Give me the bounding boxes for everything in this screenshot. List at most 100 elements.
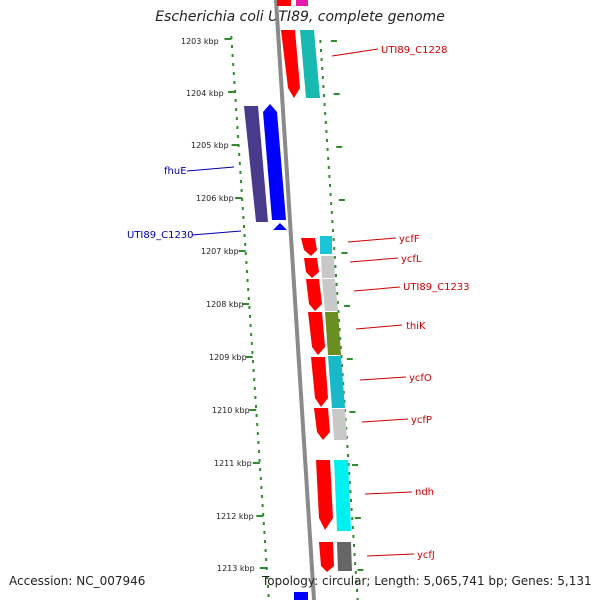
scale-dot (237, 135, 239, 138)
scale-dot (250, 342, 253, 345)
scale-dot (255, 405, 257, 408)
gene-block-ycfO[interactable] (328, 356, 345, 408)
outer-scale-dots (224, 36, 270, 597)
gene-bottom-partial[interactable] (294, 592, 308, 600)
scale-dot (254, 396, 257, 399)
gene-block-thiK[interactable] (325, 312, 341, 355)
major-tick (336, 146, 343, 148)
scale-dot (321, 76, 324, 79)
scale-dot (348, 481, 351, 484)
major-tick (231, 144, 239, 146)
scale-dot (353, 544, 355, 547)
gene-block-ycfJ[interactable] (337, 542, 352, 571)
scale-dot (348, 472, 351, 475)
gene-block-UTI89_C1233[interactable] (322, 279, 338, 311)
gene-label-UTI89_C1228[interactable]: UTI89_C1228 (381, 45, 448, 56)
major-tick (341, 252, 348, 254)
tick-label: 1204 kbp (186, 89, 224, 98)
gene-arrow-ycfP[interactable] (314, 408, 330, 440)
gene-arrow-thiK[interactable] (308, 312, 325, 355)
scale-dot (241, 198, 244, 201)
gene-label-UTI89_C1230[interactable]: UTI89_C1230 (127, 230, 194, 241)
gene-label-ycfF[interactable]: ycfF (399, 234, 420, 245)
gene-arrow-ndh[interactable] (316, 460, 333, 530)
major-tick (238, 250, 246, 252)
major-tick (344, 305, 351, 307)
major-tick (349, 411, 356, 413)
scale-dot (253, 378, 256, 381)
gene-block-cyan-top[interactable] (300, 30, 320, 98)
gene-top-partial[interactable] (277, 0, 308, 6)
gene-label-ycfL[interactable]: ycfL (401, 254, 422, 265)
accession-label: Accession: NC_007946 (9, 574, 146, 588)
gene-label-ndh[interactable]: ndh (415, 487, 434, 498)
map-title: Escherichia coli UTI89, complete genome (155, 9, 445, 25)
scale-dot (351, 517, 354, 520)
scale-dot (231, 54, 234, 57)
major-tick (242, 303, 250, 305)
scale-dot (257, 441, 260, 444)
scale-dot (355, 580, 358, 583)
tick-label: 1206 kbp (196, 194, 234, 203)
scale-dot (333, 256, 336, 259)
gene-arrow-ycfL[interactable] (304, 258, 319, 278)
scale-dot (235, 117, 238, 120)
gene-label-ycfP[interactable]: ycfP (411, 415, 432, 426)
scale-dot (336, 292, 339, 295)
major-tick (346, 358, 353, 360)
scale-dot (256, 423, 259, 426)
scale-dot (347, 454, 349, 457)
scale-dot (251, 351, 254, 354)
scale-dot (356, 598, 359, 600)
gene-label-UTI89_C1233[interactable]: UTI89_C1233 (403, 282, 470, 293)
topology-summary: Topology: circular; Length: 5,065,741 bp… (262, 574, 592, 588)
scale-dot (238, 162, 241, 165)
scale-dot (340, 355, 343, 358)
genome-backbone (274, 0, 316, 600)
gene-label-fhuE[interactable]: fhuE (164, 166, 187, 177)
gene-arrow-UTI89_C1230[interactable] (263, 104, 287, 230)
scale-dot (231, 45, 233, 48)
tick-label: 1207 kbp (201, 247, 239, 256)
scale-dot (335, 274, 337, 277)
scale-dot (233, 81, 236, 84)
gene-arrow-ycfF[interactable] (301, 238, 317, 256)
scale-dot (353, 553, 356, 556)
gene-block-ycfP[interactable] (332, 409, 347, 440)
gene-block-ndh[interactable] (334, 460, 351, 531)
scale-dot (258, 450, 260, 453)
scale-dot (247, 297, 250, 300)
scale-dot (332, 229, 334, 232)
scale-dot (337, 310, 340, 313)
gene-label-thiK[interactable]: thiK (406, 321, 426, 332)
scale-dot (238, 153, 241, 156)
gene-arrow-UTI89_C1233[interactable] (306, 279, 322, 311)
major-tick (245, 356, 253, 358)
major-tick (256, 515, 264, 517)
scale-dot (248, 306, 251, 309)
gene-arrow-ycfO[interactable] (311, 357, 328, 407)
major-tick (235, 197, 243, 199)
gene-label-ycfJ[interactable]: ycfJ (417, 550, 435, 561)
scale-dot (332, 238, 335, 241)
gene-label-ycfO[interactable]: ycfO (409, 373, 432, 384)
scale-dot (249, 315, 251, 318)
gene-block-ycfF[interactable] (320, 236, 332, 254)
scale-dot (263, 531, 266, 534)
gene-arrow-ycfJ[interactable] (319, 542, 334, 572)
scale-dot (327, 157, 330, 160)
scale-dot (329, 184, 331, 187)
scale-dot (232, 72, 235, 75)
gene-arrow-red-top[interactable] (281, 30, 300, 98)
scale-dot (246, 270, 248, 273)
gene-block-ycfL[interactable] (321, 256, 335, 278)
scale-dot (322, 85, 325, 88)
scale-dot (327, 166, 330, 169)
scale-dot (319, 40, 322, 43)
tick-label: 1211 kbp (214, 459, 252, 468)
scale-dot (256, 432, 259, 435)
gene-block-fhuE[interactable] (244, 106, 268, 222)
scale-dot (354, 562, 357, 565)
scale-dot (320, 58, 323, 61)
